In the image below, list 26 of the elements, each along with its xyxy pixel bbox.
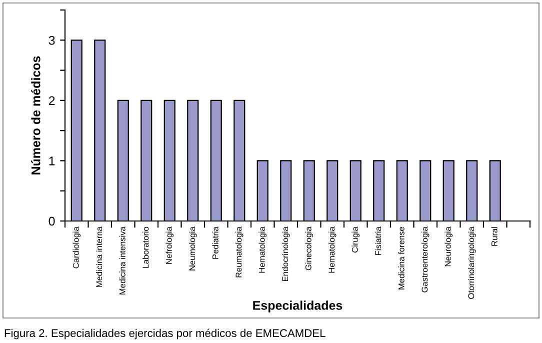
- x-tick-label: Cardiologia: [72, 226, 81, 268]
- x-tick-label: Otorrinolaringologia: [468, 226, 476, 299]
- x-tick-label: Reumatologia: [235, 226, 244, 278]
- y-tick-label: 1: [49, 156, 55, 166]
- y-tick-label: 0: [48, 216, 55, 226]
- x-tick-label: Medicina interna: [96, 226, 102, 288]
- x-tick-label: Nefrologia: [166, 226, 174, 264]
- x-tick-label: Fisiatria: [374, 226, 382, 256]
- x-tick-label: Endocrinologia: [282, 226, 290, 281]
- x-tick-label: Medicina forense: [398, 226, 404, 290]
- x-tick-label: Gastroenterologia: [421, 226, 430, 292]
- x-tick-label: Neurologia: [444, 226, 453, 266]
- x-tick-label: Neumologia: [188, 226, 197, 270]
- x-axis-title: Especialidades: [253, 300, 342, 312]
- y-tick-label: 3: [48, 36, 55, 45]
- x-tick-label: Hematologia: [258, 226, 267, 273]
- text: Figura 2. Especialidades ejercidas por médicos de EMECAMDEL: [4, 328, 326, 340]
- x-tick-label: Medicina intensiva: [119, 226, 126, 294]
- x-tick-label: Laboratorio: [142, 226, 149, 268]
- y-tick-label: 2: [48, 96, 55, 105]
- x-tick-label: Pediatria: [212, 226, 218, 259]
- y-axis-title: Número de médicos: [31, 56, 40, 174]
- x-tick-label: Hematologia: [328, 226, 336, 273]
- x-tick-label: Rural: [491, 227, 498, 246]
- x-tick-label: Ginecologia: [305, 226, 314, 270]
- x-tick-label: Cirugia: [352, 226, 360, 253]
